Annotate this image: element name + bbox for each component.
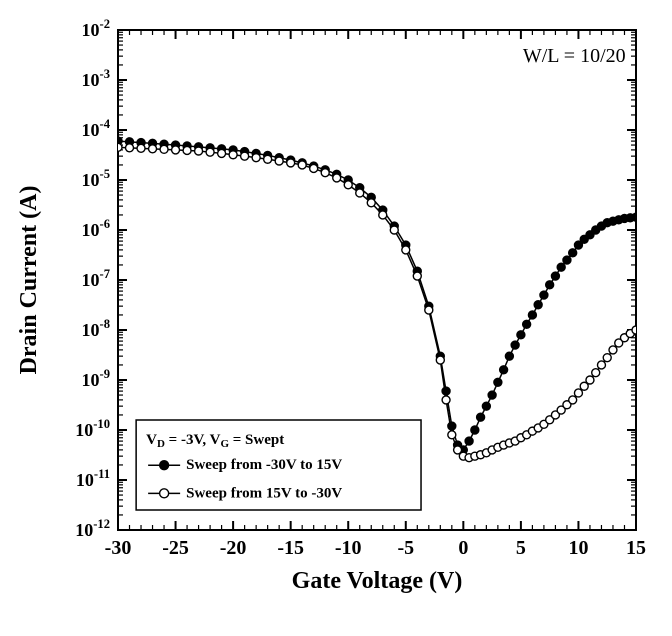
svg-text:-5: -5 xyxy=(397,537,414,559)
svg-text:10-5: 10-5 xyxy=(82,167,111,190)
legend: VD = -3V, VG = Swept Sweep from -30V to 1… xyxy=(136,420,421,510)
svg-text:-25: -25 xyxy=(162,537,189,559)
legend-title: VD = -3V, VG = Swept xyxy=(146,432,284,450)
svg-text:15: 15 xyxy=(626,537,646,559)
svg-text:10-2: 10-2 xyxy=(82,17,111,40)
svg-text:10-6: 10-6 xyxy=(82,217,111,240)
series-reverse xyxy=(114,143,640,461)
legend-item-1: Sweep from 15V to -30V xyxy=(186,485,342,501)
svg-text:5: 5 xyxy=(516,537,526,559)
svg-text:10: 10 xyxy=(568,537,588,559)
svg-text:10-9: 10-9 xyxy=(82,367,111,390)
chart-svg: -30-25-20-15-10-505101510-1210-1110-1010… xyxy=(0,0,672,636)
svg-text:10-8: 10-8 xyxy=(82,317,111,340)
x-axis-label: Gate Voltage (V) xyxy=(292,568,463,594)
svg-text:-20: -20 xyxy=(220,537,247,559)
y-axis-label: Drain Current (A) xyxy=(16,186,42,375)
svg-text:10-4: 10-4 xyxy=(82,117,111,140)
svg-text:-10: -10 xyxy=(335,537,362,559)
svg-text:10-3: 10-3 xyxy=(82,67,111,90)
annotation-wl: W/L = 10/20 xyxy=(523,45,626,67)
svg-text:0: 0 xyxy=(458,537,468,559)
svg-text:10-7: 10-7 xyxy=(82,267,111,290)
chart-container: { "chart": { "type": "scatter-line-semil… xyxy=(0,0,672,636)
svg-text:10-10: 10-10 xyxy=(75,417,110,440)
svg-text:-30: -30 xyxy=(105,537,132,559)
svg-text:10-11: 10-11 xyxy=(76,467,110,490)
legend-item-0: Sweep from -30V to 15V xyxy=(186,457,342,473)
svg-text:-15: -15 xyxy=(277,537,304,559)
